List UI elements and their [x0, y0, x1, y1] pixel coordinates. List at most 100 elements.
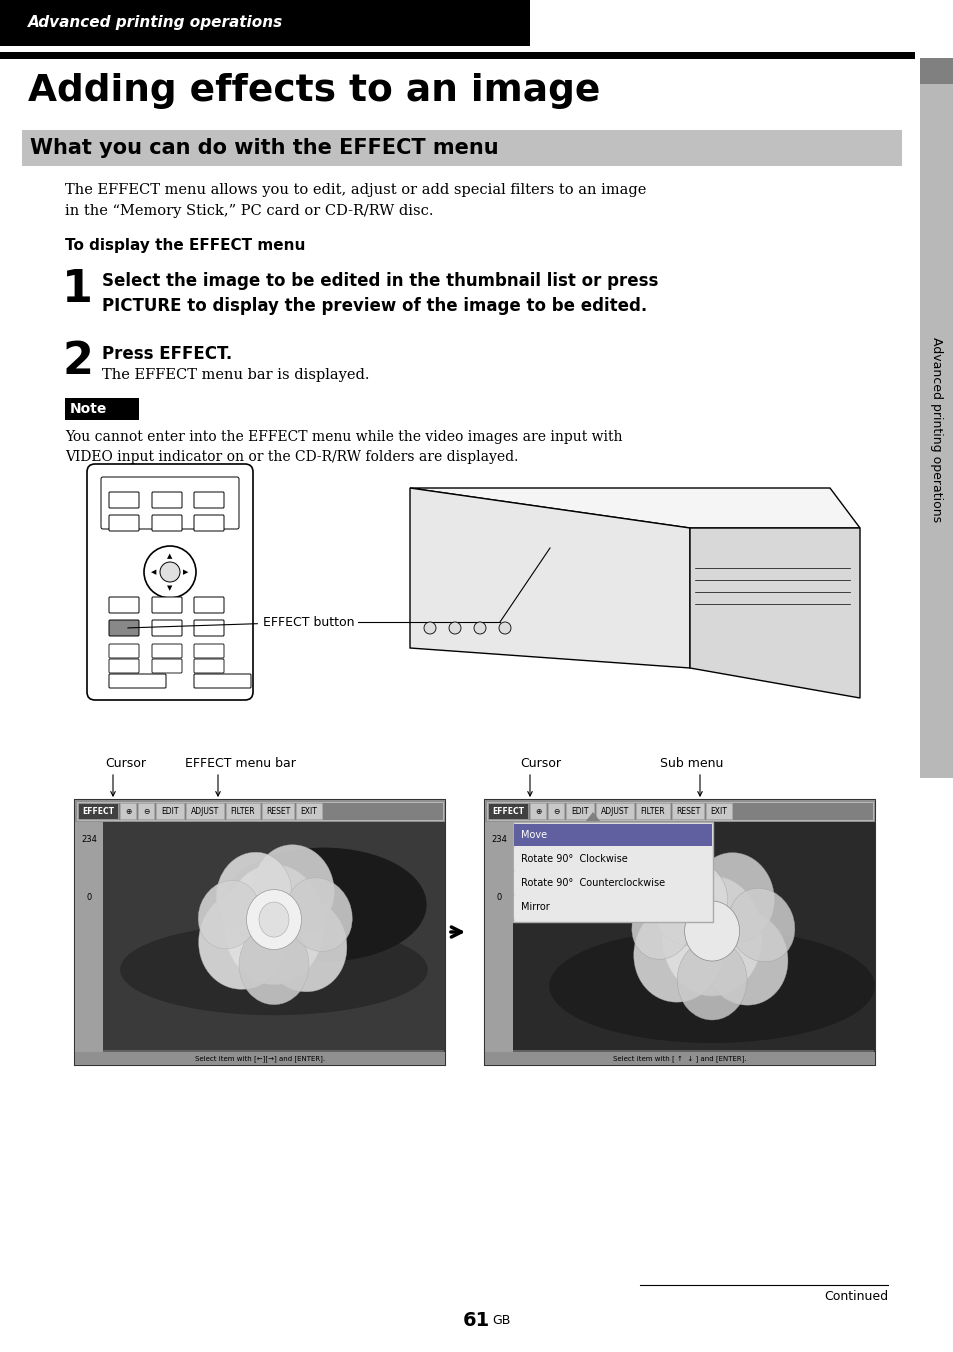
FancyBboxPatch shape	[109, 644, 139, 658]
Ellipse shape	[684, 900, 739, 961]
Ellipse shape	[198, 880, 259, 949]
FancyBboxPatch shape	[101, 477, 239, 529]
FancyBboxPatch shape	[109, 675, 166, 688]
Text: FILTER: FILTER	[640, 807, 664, 815]
Ellipse shape	[631, 891, 693, 960]
Ellipse shape	[677, 940, 746, 1019]
Text: What you can do with the EFFECT menu: What you can do with the EFFECT menu	[30, 138, 498, 158]
Ellipse shape	[285, 877, 352, 952]
Ellipse shape	[120, 923, 428, 1015]
Text: ADJUST: ADJUST	[191, 807, 219, 815]
Ellipse shape	[216, 852, 292, 937]
FancyBboxPatch shape	[109, 515, 139, 531]
FancyBboxPatch shape	[193, 644, 224, 658]
Ellipse shape	[221, 848, 426, 961]
Bar	[262, 803, 294, 819]
Bar	[514, 848, 711, 869]
Text: ▲: ▲	[167, 553, 172, 558]
Polygon shape	[585, 813, 599, 821]
Bar	[514, 872, 711, 894]
Text: Select the image to be edited in the thumbnail list or press
PICTURE to display : Select the image to be edited in the thu…	[102, 272, 658, 315]
Bar	[75, 800, 444, 822]
Ellipse shape	[258, 902, 289, 937]
FancyBboxPatch shape	[152, 621, 182, 635]
Polygon shape	[410, 488, 859, 529]
Text: Rotate 90°  Clockwise: Rotate 90° Clockwise	[520, 854, 627, 864]
Text: Advanced printing operations: Advanced printing operations	[929, 338, 943, 523]
Bar	[22, 130, 901, 166]
Bar	[103, 822, 444, 1051]
Text: ▶: ▶	[183, 569, 189, 575]
Text: Advanced printing operations: Advanced printing operations	[28, 15, 283, 31]
Bar	[596, 803, 634, 819]
Bar	[530, 803, 545, 819]
Text: 0: 0	[87, 894, 91, 903]
Text: ADJUST: ADJUST	[600, 807, 628, 815]
FancyBboxPatch shape	[193, 658, 224, 673]
Text: RESET: RESET	[675, 807, 700, 815]
Text: Select item with [ ↑  ↓ ] and [ENTER].: Select item with [ ↑ ↓ ] and [ENTER].	[613, 1056, 746, 1063]
Text: FILTER: FILTER	[231, 807, 255, 815]
Circle shape	[449, 622, 460, 634]
Text: ⊕: ⊕	[125, 807, 132, 815]
Bar	[484, 800, 874, 1065]
FancyBboxPatch shape	[193, 675, 251, 688]
Bar	[226, 803, 260, 819]
Text: ▼: ▼	[167, 585, 172, 591]
Bar	[484, 1052, 874, 1065]
FancyBboxPatch shape	[152, 658, 182, 673]
Text: Select item with [←][→] and [ENTER].: Select item with [←][→] and [ENTER].	[194, 1056, 325, 1063]
Bar	[65, 397, 139, 420]
Bar	[514, 823, 711, 846]
FancyBboxPatch shape	[193, 492, 224, 508]
Circle shape	[498, 622, 511, 634]
Text: ◀: ◀	[152, 569, 156, 575]
Bar	[513, 822, 712, 922]
Text: ⊖: ⊖	[143, 807, 149, 815]
Bar	[138, 803, 153, 819]
Bar	[186, 803, 224, 819]
Text: EDIT: EDIT	[161, 807, 178, 815]
Text: Sub menu: Sub menu	[659, 757, 722, 771]
Ellipse shape	[661, 876, 761, 996]
Text: EXIT: EXIT	[300, 807, 317, 815]
FancyBboxPatch shape	[152, 492, 182, 508]
Text: EFFECT button: EFFECT button	[128, 615, 355, 629]
Text: Rotate 90°  Counterclockwise: Rotate 90° Counterclockwise	[520, 877, 664, 888]
Text: EFFECT: EFFECT	[82, 807, 113, 815]
FancyBboxPatch shape	[109, 598, 139, 612]
Text: Mirror: Mirror	[520, 902, 549, 913]
Bar	[75, 1052, 444, 1065]
Ellipse shape	[198, 890, 289, 990]
Text: Continued: Continued	[823, 1290, 887, 1303]
FancyBboxPatch shape	[152, 598, 182, 612]
Text: EFFECT: EFFECT	[492, 807, 523, 815]
FancyBboxPatch shape	[87, 464, 253, 700]
Bar	[484, 800, 874, 822]
Bar	[0, 51, 914, 59]
Bar	[705, 803, 731, 819]
Text: 2: 2	[62, 339, 92, 383]
FancyBboxPatch shape	[152, 644, 182, 658]
Ellipse shape	[261, 898, 347, 992]
FancyBboxPatch shape	[109, 621, 139, 635]
Ellipse shape	[549, 929, 874, 1042]
Bar	[486, 802, 872, 821]
Text: Note: Note	[70, 402, 108, 416]
Text: GB: GB	[492, 1314, 510, 1326]
Bar	[0, 0, 530, 46]
Ellipse shape	[693, 853, 774, 942]
Bar	[120, 803, 136, 819]
Text: EDIT: EDIT	[571, 807, 588, 815]
FancyBboxPatch shape	[109, 492, 139, 508]
Text: 1: 1	[62, 268, 92, 311]
Text: 234: 234	[491, 836, 506, 845]
Ellipse shape	[633, 903, 723, 1002]
Bar	[919, 58, 953, 84]
FancyBboxPatch shape	[193, 598, 224, 612]
Bar	[75, 822, 103, 1052]
Text: To display the EFFECT menu: To display the EFFECT menu	[65, 238, 305, 253]
Text: Move: Move	[520, 830, 547, 840]
Ellipse shape	[727, 888, 794, 961]
Text: You cannot enter into the EFFECT menu while the video images are input with
VIDE: You cannot enter into the EFFECT menu wh…	[65, 430, 622, 464]
